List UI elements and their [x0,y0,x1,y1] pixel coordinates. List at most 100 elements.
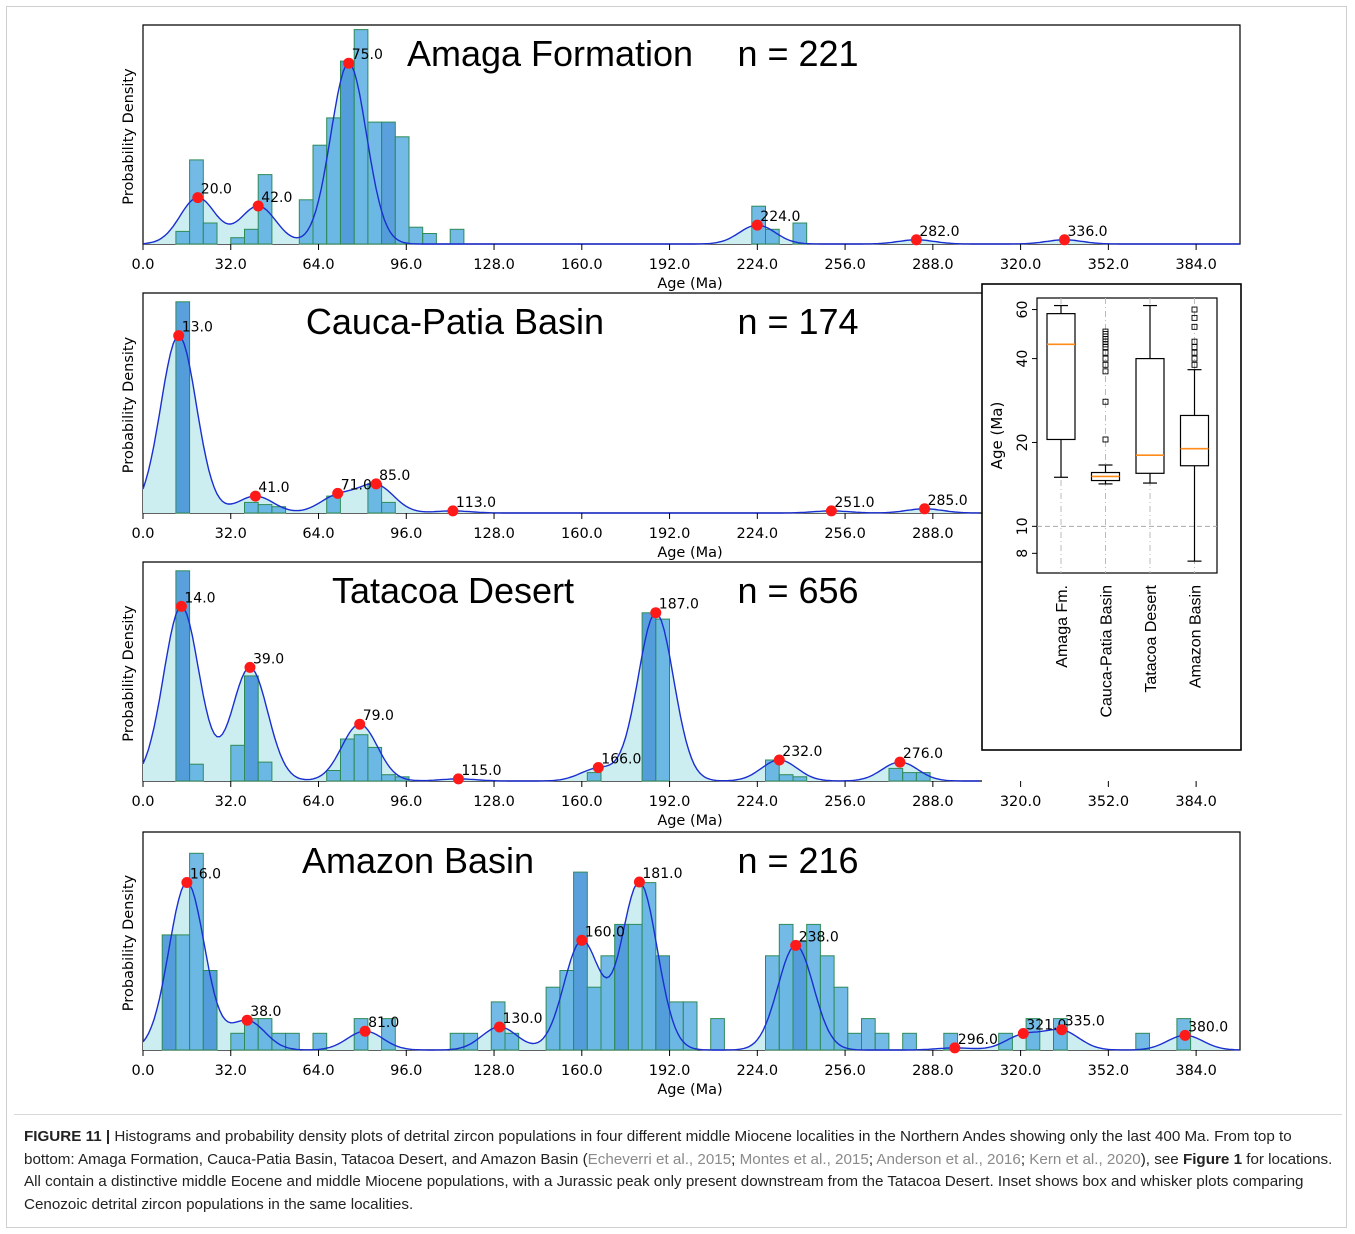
histogram-bar [257,761,273,782]
caption-ref-anderson[interactable]: Anderson et al., 2016 [876,1150,1021,1168]
histogram-bar [641,612,657,782]
sample-count: n = 174 [737,301,858,342]
peak-label: 81.0 [368,1015,399,1031]
peak-label: 238.0 [799,929,839,945]
peak-marker [910,234,922,246]
histogram-bar [271,506,287,514]
histogram-bar [778,774,794,782]
x-tick-label: 288.0 [912,257,954,273]
caption-ref-echeverri[interactable]: Echeverri et al., 2015 [587,1150,732,1168]
histogram-bar [257,1018,273,1051]
outlier-marker [1191,361,1198,368]
x-tick-label: 288.0 [912,526,954,542]
x-tick-label: 32.0 [215,794,247,810]
histogram-bar [902,1032,917,1051]
peak-marker [354,718,366,730]
peak-marker [1017,1028,1029,1039]
peak-label: 335.0 [1065,1014,1105,1030]
inset-frame [981,283,1242,751]
peak-marker [1059,234,1070,246]
peak-label: 296.0 [958,1032,998,1048]
y-axis-label: Age (Ma) [988,402,1006,470]
peak-label: 130.0 [503,1011,543,1027]
peak-marker [633,876,645,888]
x-tick-label: 256.0 [824,1063,866,1079]
figure-caption: FIGURE 11 | Histograms and probability d… [24,1126,1336,1216]
x-tick-label: 160.0 [561,1063,603,1079]
histogram-bar [902,772,917,782]
histogram-bar [340,60,355,245]
peak-label: 42.0 [261,190,292,206]
peak-marker [332,487,344,499]
x-tick-label: 160.0 [561,794,603,810]
peak-label: 282.0 [919,224,959,240]
histogram-bar [381,501,396,514]
histogram-bar [285,1032,300,1051]
peak-label: 75.0 [352,47,383,63]
caption-figure-link[interactable]: Figure 1 [1182,1150,1243,1168]
peak-marker [343,57,355,69]
x-tick-label: 64.0 [302,526,334,542]
x-tick-label: 384.0 [1175,794,1217,810]
histogram-bar [710,1018,725,1051]
histogram-bar [175,934,191,1051]
category-label: Amaga Fm. [1054,585,1071,668]
x-tick-label: 256.0 [824,257,866,273]
peak-marker [175,600,187,612]
peak-label: 276.0 [903,746,943,762]
box [1046,313,1076,441]
x-tick-label: 96.0 [390,526,422,542]
histogram-bar [175,570,191,782]
peak-label: 13.0 [182,320,213,336]
peak-label: 39.0 [253,651,284,667]
category-label: Cauca-Patia Basin [1099,585,1116,718]
x-tick-label: 224.0 [737,1063,779,1079]
sample-count: n = 216 [737,840,858,881]
peak-label: 38.0 [250,1004,281,1020]
density-curve [142,334,980,514]
caption-sep-3: ; [1020,1150,1030,1168]
x-tick-label: 224.0 [737,257,779,273]
box [1179,414,1210,467]
peak-marker [773,754,785,766]
x-axis-label: Age (Ma) [657,813,722,829]
peak-marker [249,490,261,502]
caption-ref-kern[interactable]: Kern et al., 2020 [1029,1150,1141,1168]
x-tick-label: 96.0 [390,1063,422,1079]
outlier-marker [1102,436,1109,443]
peak-label: 380.0 [1188,1019,1228,1035]
peak-marker [447,505,459,517]
peak-label: 14.0 [184,590,215,606]
histogram-bar [655,618,670,782]
x-axis-label: Age (Ma) [657,276,722,292]
density-fill [143,606,980,781]
x-tick-label: 128.0 [473,1063,515,1079]
histogram-bar [586,772,602,782]
histogram-panel-4: 16.038.081.0 130.0160.0181.0238.0296.0321… [121,831,1241,1098]
inset-boxplot: 8 10 20 40 60 Age (Ma) Amaga Fm. Cauca-Patia Ba… [981,283,1242,751]
histogram-bar [202,970,218,1051]
peak-marker [181,877,193,888]
caption-text-1: Histograms and probability density plots… [24,1128,1292,1168]
peak-label: 336.0 [1068,224,1108,240]
panel-title: Amazon Basin [302,840,534,881]
histogram-bar [175,230,191,245]
caption-label: FIGURE 11 | [24,1128,111,1145]
histogram-bar [381,774,396,782]
histogram-bar [573,871,588,1051]
y-axis-label: Probability Density [121,68,137,205]
x-tick-label: 320.0 [1000,794,1042,810]
histogram-bar [586,986,602,1051]
x-tick-label: 96.0 [390,257,422,273]
outlier-marker [1191,323,1198,330]
y-axis-label: Probability Density [121,874,137,1011]
peak-label: 113.0 [456,495,496,511]
caption-ref-montes[interactable]: Montes et al., 2015 [739,1150,869,1168]
peak-label: 16.0 [190,867,221,883]
x-axis-label: Age (Ma) [657,545,722,561]
peak-marker [244,661,256,673]
histogram-bar [257,504,273,514]
x-tick-label: 192.0 [649,1063,691,1079]
histogram-bar [230,1032,246,1051]
peak-label: 160.0 [585,924,625,940]
